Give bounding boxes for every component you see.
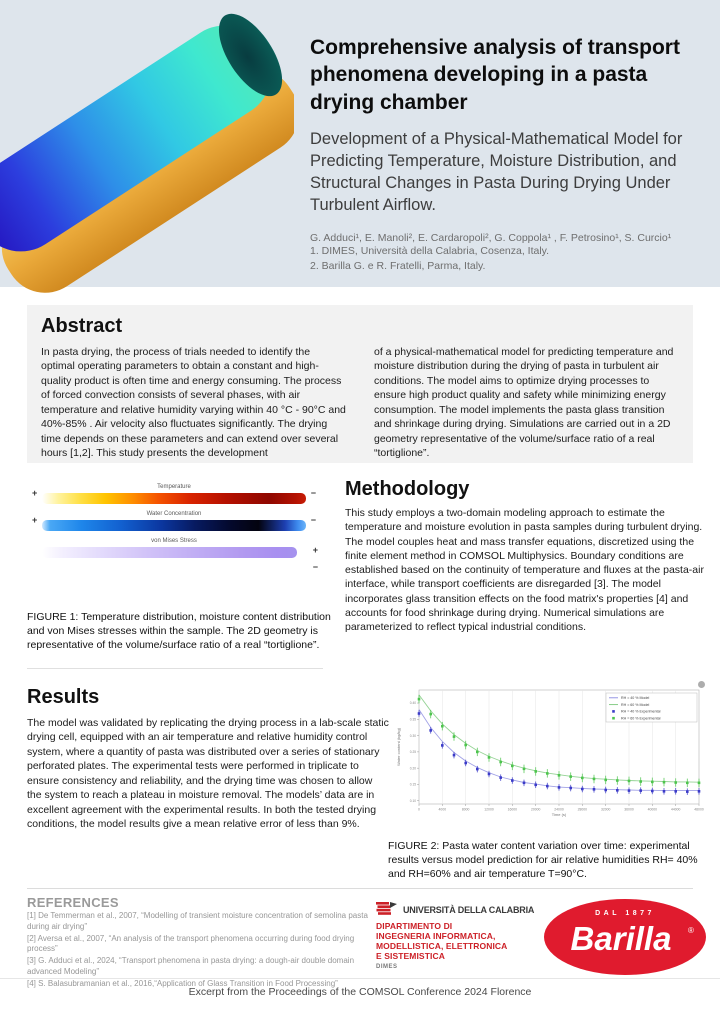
abstract-section: Abstract In pasta drying, the process of… — [27, 305, 693, 463]
svg-text:RH = 40 % Model: RH = 40 % Model — [621, 696, 649, 700]
barilla-ellipse: DAL 1877 Barilla ® — [544, 899, 706, 975]
references-heading: REFERENCES — [27, 895, 119, 910]
plus-sign: + — [32, 488, 38, 498]
svg-text:4000: 4000 — [439, 808, 447, 812]
results-body: The model was validated by replicating t… — [27, 717, 389, 831]
svg-text:36000: 36000 — [624, 808, 634, 812]
methodology-heading: Methodology — [345, 478, 470, 500]
footer-divider — [0, 978, 720, 979]
svg-text:48000: 48000 — [694, 808, 704, 812]
references-section: REFERENCES [1] De Temmerman et al., 2007… — [27, 895, 375, 990]
abstract-heading: Abstract — [41, 315, 123, 337]
barilla-dal1877: DAL 1877 — [595, 910, 655, 917]
unical-dimes: DIMES — [376, 964, 398, 971]
figure2: 0 4000 8000 12000 16000 20000 24000 28000 32000 3… — [393, 681, 711, 834]
svg-text:16000: 16000 — [508, 808, 518, 812]
barilla-logo: DAL 1877 Barilla ® — [542, 897, 708, 977]
svg-text:RH = 60 % Experimental: RH = 60 % Experimental — [621, 716, 661, 720]
minus-sign: − — [310, 488, 316, 498]
figure2-caption: FIGURE 2: Pasta water content variation … — [388, 840, 698, 880]
svg-text:RH = 60 % Model: RH = 60 % Model — [621, 703, 649, 707]
svg-text:44000: 44000 — [671, 808, 681, 812]
minus-sign: − — [310, 515, 316, 525]
reference-item: [4] S. Balasubramanian et al., 2016,“App… — [27, 978, 338, 988]
svg-text:0: 0 — [418, 808, 420, 812]
plus-sign: + — [312, 545, 318, 555]
unical-dept-line: MODELLISTICA, ELETTRONICA — [376, 941, 508, 952]
svg-text:20000: 20000 — [531, 808, 541, 812]
authors-line: G. Adduci¹, E. Manoli², E. Cardaropoli²,… — [310, 231, 672, 244]
results-heading: Results — [27, 686, 100, 708]
unical-dept-line: E SISTEMISTICA — [376, 951, 445, 962]
colorbar-temperature-label: Temperature — [157, 484, 191, 490]
section-divider-2 — [27, 888, 693, 889]
reference-item: [1] De Temmerman et al., 2007, “Modellin… — [27, 911, 368, 931]
svg-text:24000: 24000 — [554, 808, 564, 812]
minus-sign: − — [312, 562, 318, 572]
abstract-col-1: In pasta drying, the process of trials n… — [41, 346, 346, 460]
figure2-chart: 0 4000 8000 12000 16000 20000 24000 28000 32000 3… — [396, 689, 704, 817]
methodology-body: This study employs a two-domain modeling… — [345, 507, 704, 634]
footer-text: Excerpt from the Proceedings of the COMS… — [188, 986, 532, 998]
svg-text:0.35: 0.35 — [410, 718, 416, 722]
colorbar-water: + Water Concentration − — [30, 511, 318, 531]
reference-item: [3] G. Adduci et al., 2024, “Transport p… — [27, 956, 355, 976]
svg-text:Water content (kg/kg): Water content (kg/kg) — [396, 727, 401, 766]
unical-logo: UNIVERSITÀ DELLA CALABRIA DIPARTIMENTO D… — [376, 902, 538, 970]
title-block: Comprehensive analysis of transport phen… — [310, 34, 710, 275]
svg-text:0.10: 0.10 — [410, 799, 416, 803]
colorbar-vonmises-label: von Mises Stress — [151, 538, 197, 544]
figure1: + Temperature − + Water Concentration − … — [30, 484, 318, 602]
affiliation-2: 2. Barilla G. e R. Fratelli, Parma, Ital… — [310, 260, 486, 273]
svg-text:8000: 8000 — [462, 808, 470, 812]
reference-item: [2] Aversa et al., 2007, “An analysis of… — [27, 933, 355, 954]
colorbar-water-label: Water Concentration — [146, 511, 202, 517]
colorbar-vonmises: von Mises Stress + − — [30, 538, 318, 572]
unical-dept-line: DIPARTIMENTO DI — [376, 921, 453, 931]
svg-text:0.15: 0.15 — [410, 783, 416, 787]
svg-text:0.30: 0.30 — [410, 734, 416, 738]
poster-subtitle: Development of a Physical-Mathematical M… — [310, 129, 683, 214]
header-band: Comprehensive analysis of transport phen… — [0, 0, 720, 293]
svg-text:12000: 12000 — [484, 808, 494, 812]
svg-text:0.25: 0.25 — [410, 750, 416, 754]
unical-name: UNIVERSITÀ DELLA CALABRIA — [403, 904, 535, 915]
temperature-gradient-bar — [42, 493, 306, 504]
vonmises-gradient-bar — [42, 547, 297, 558]
unical-dept-line: INGEGNERIA INFORMATICA, — [376, 931, 496, 942]
svg-text:RH = 40 % Experimental: RH = 40 % Experimental — [621, 710, 661, 714]
abstract-col-2: of a physical-mathematical model for pre… — [374, 346, 674, 460]
poster-title: Comprehensive analysis of transport phen… — [310, 36, 680, 114]
barilla-wordmark: Barilla — [571, 920, 672, 957]
water-gradient-bar — [42, 520, 306, 531]
plus-sign: + — [32, 515, 38, 525]
pasta-3d-render — [0, 0, 294, 294]
section-divider-1 — [27, 668, 323, 669]
pasta-3d-render-svg — [0, 13, 294, 293]
svg-text:Time (s): Time (s) — [552, 812, 567, 817]
svg-text:0.20: 0.20 — [410, 766, 416, 770]
svg-text:40000: 40000 — [648, 808, 658, 812]
figure2-corner-dot — [698, 681, 705, 688]
affiliation-1: 1. DIMES, Università della Calabria, Cos… — [310, 244, 550, 257]
svg-text:32000: 32000 — [601, 808, 611, 812]
barilla-registered: ® — [688, 926, 694, 935]
unical-logo-icon — [376, 902, 397, 915]
svg-text:0.40: 0.40 — [410, 701, 416, 705]
colorbar-temperature: + Temperature − — [30, 484, 318, 504]
svg-text:28000: 28000 — [578, 808, 588, 812]
figure1-caption: FIGURE 1: Temperature distribution, mois… — [27, 611, 331, 651]
